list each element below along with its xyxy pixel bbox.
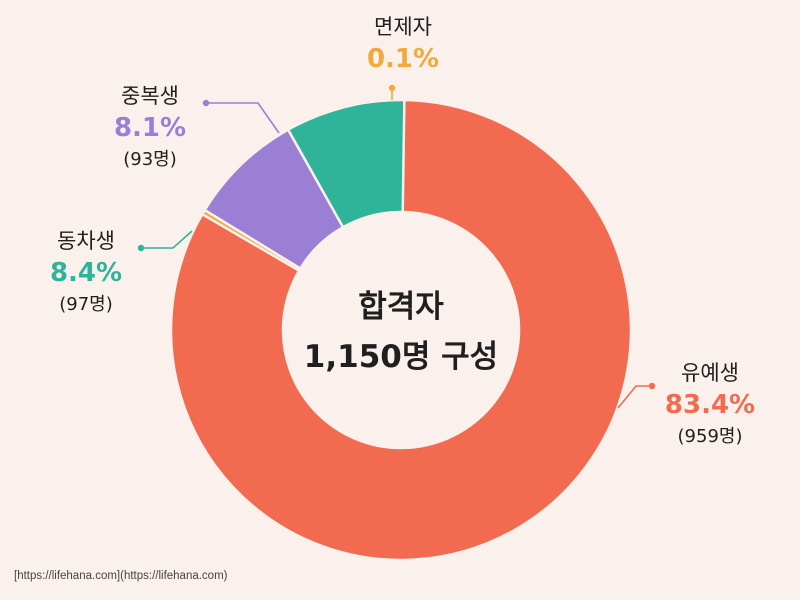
slice-percent-2: 0.1%	[367, 44, 439, 74]
donut-slice-1	[169, 98, 633, 562]
slice-count-3: (93명)	[123, 149, 177, 170]
labels-layer: 유예생 83.4% (959명) 면제자 0.1% 중복생 8.1% (93명) 동차생 8.4%…	[50, 15, 755, 447]
leader-dot-3	[202, 99, 210, 107]
leader-dot-1	[648, 382, 656, 390]
center-label: 합격자 1,150명 구성	[304, 289, 498, 375]
leader-dot-2	[388, 84, 396, 92]
slices-layer	[169, 98, 633, 562]
slice-label-3: 중복생	[121, 84, 179, 108]
leader-dot-4	[137, 244, 145, 252]
source-note: [https://lifehana.com](https://lifehana.…	[14, 570, 228, 582]
leader-line-1	[617, 385, 652, 409]
slice-label-2: 면제자	[374, 15, 432, 39]
slice-count-1: (959명)	[678, 426, 743, 447]
slice-percent-4: 8.4%	[50, 258, 122, 288]
slice-percent-1: 83.4%	[665, 390, 755, 420]
leader-line-4	[141, 230, 193, 249]
slice-label-4: 동차생	[57, 229, 115, 253]
center-label-line-1: 합격자	[358, 289, 444, 325]
center-label-line-2: 1,150명 구성	[304, 339, 498, 375]
slice-percent-3: 8.1%	[114, 113, 186, 143]
leaders-layer	[137, 84, 656, 409]
leader-line-3	[206, 102, 280, 134]
donut-slice-4	[286, 98, 406, 229]
slice-count-4: (97명)	[59, 294, 113, 315]
slice-label-1: 유예생	[681, 361, 739, 385]
